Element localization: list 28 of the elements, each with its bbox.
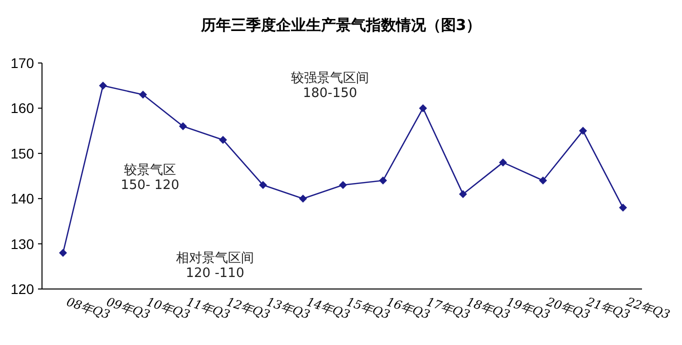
annotation: 180-150 (302, 86, 358, 101)
annotation: 相对景气区间 (176, 251, 254, 266)
point (299, 194, 307, 203)
point (219, 136, 227, 144)
annotation: 较景气区 (124, 163, 176, 178)
chart-title: 历年三季度企业生产景气指数情况（图3） (200, 16, 482, 34)
point (59, 248, 67, 257)
point (339, 181, 347, 190)
point (179, 122, 187, 130)
point (139, 90, 147, 99)
point (99, 82, 107, 90)
annotation: 120 -110 (186, 266, 244, 281)
y-tick-label: 170 (10, 55, 34, 71)
point (499, 158, 507, 166)
annotation: 较强景气区间 (291, 71, 369, 86)
point (379, 176, 387, 185)
point (259, 181, 267, 190)
y-tick-label: 150 (10, 145, 34, 162)
point (459, 190, 467, 198)
y-tick-label: 160 (10, 100, 34, 116)
y-tick-label: 140 (10, 190, 34, 207)
y-tick-label: 120 (10, 281, 34, 297)
point (619, 204, 627, 212)
y-tick-label: 130 (10, 236, 34, 252)
point (419, 104, 427, 112)
point (539, 176, 547, 185)
point (579, 126, 587, 135)
annotation: 150- 120 (120, 178, 180, 193)
